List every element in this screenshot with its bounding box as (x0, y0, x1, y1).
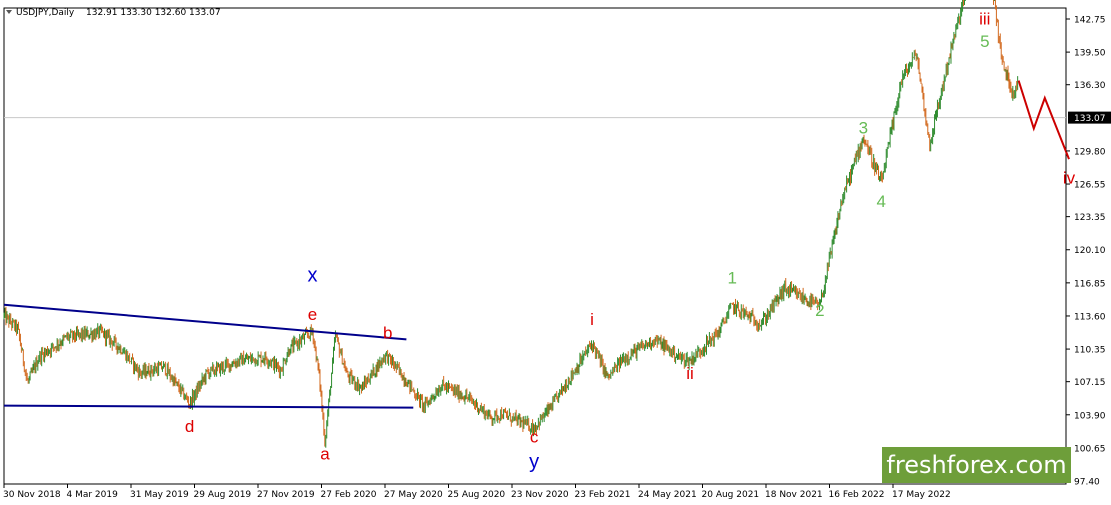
chart-header-ohlc: 132.91 133.30 132.60 133.07 (86, 8, 221, 18)
wave-label: e (308, 305, 317, 324)
x-tick-label: 18 Nov 2021 (765, 490, 823, 500)
x-tick-label: 23 Nov 2020 (511, 490, 569, 500)
chart-header-symbol: USDJPY,Daily (16, 8, 75, 18)
wave-label: x (308, 264, 318, 286)
wave-label: iv (1063, 169, 1076, 188)
wave-label: 2 (815, 301, 824, 320)
x-tick-label: 16 Feb 2022 (829, 490, 885, 500)
x-tick-label: 4 Mar 2019 (67, 490, 119, 500)
candles-layer (3, 0, 1019, 448)
wave-label: d (185, 417, 194, 436)
last-price-label: 133.07 (1074, 114, 1106, 124)
y-tick-label: 126.55 (1074, 181, 1106, 191)
trendline[interactable] (3, 303, 407, 341)
trendlines-layer (3, 303, 414, 409)
x-tick-label: 17 May 2022 (892, 490, 951, 500)
wave-label: c (530, 427, 539, 446)
x-axis: 30 Nov 2018 4 Mar 2019 31 May 2019 29 Aug 2… (3, 484, 951, 500)
y-tick-label: 103.90 (1074, 411, 1106, 421)
wave-label: 5 (980, 32, 989, 51)
y-tick-label: 107.15 (1074, 378, 1106, 388)
x-tick-label: 31 May 2019 (130, 490, 189, 500)
y-tick-label: 139.50 (1074, 49, 1106, 59)
wave-label: iii (979, 10, 990, 29)
x-tick-label: 27 Feb 2020 (321, 490, 377, 500)
header-triangle-icon (6, 10, 12, 14)
wave-label: b (383, 323, 392, 342)
y-tick-label: 110.35 (1074, 346, 1106, 356)
x-tick-label: 29 Aug 2019 (194, 490, 252, 500)
chart-frame (3, 7, 1067, 485)
brand-text: freshforex.com (886, 451, 1067, 479)
wave-label: a (320, 445, 330, 464)
x-tick-label: 25 Aug 2020 (448, 490, 506, 500)
x-tick-label: 30 Nov 2018 (3, 490, 61, 500)
wave-label: 1 (727, 268, 736, 287)
y-tick-label: 120.10 (1074, 246, 1106, 256)
x-tick-label: 27 May 2020 (384, 490, 443, 500)
y-tick-label: 123.35 (1074, 213, 1106, 223)
wave-label: i (590, 310, 594, 329)
y-tick-label: 97.40 (1074, 478, 1100, 488)
freshforex-logo: freshforex.com (882, 447, 1071, 483)
wave-label: 4 (877, 192, 886, 211)
wave-label: ii (686, 364, 694, 383)
x-tick-label: 20 Aug 2021 (702, 490, 760, 500)
y-tick-label: 116.85 (1074, 279, 1106, 289)
y-tick-label: 129.80 (1074, 147, 1106, 157)
y-tick-label: 100.65 (1074, 444, 1106, 454)
x-tick-label: 27 Nov 2019 (257, 490, 315, 500)
forecast-path[interactable] (1017, 80, 1070, 160)
last-price-box (1068, 111, 1111, 124)
wave-label: 3 (859, 119, 868, 138)
trendline[interactable] (3, 404, 414, 409)
y-tick-label: 136.30 (1074, 81, 1106, 91)
x-tick-label: 23 Feb 2021 (575, 490, 631, 500)
y-tick-label: 113.60 (1074, 312, 1106, 322)
y-tick-label: 142.75 (1074, 16, 1106, 26)
x-tick-label: 24 May 2021 (638, 490, 697, 500)
forecast-layer (1017, 80, 1070, 160)
y-axis: 142.75 139.50 136.30 133.07 129.80 126.55 123.… (1066, 16, 1111, 488)
wave-label: y (529, 451, 539, 473)
